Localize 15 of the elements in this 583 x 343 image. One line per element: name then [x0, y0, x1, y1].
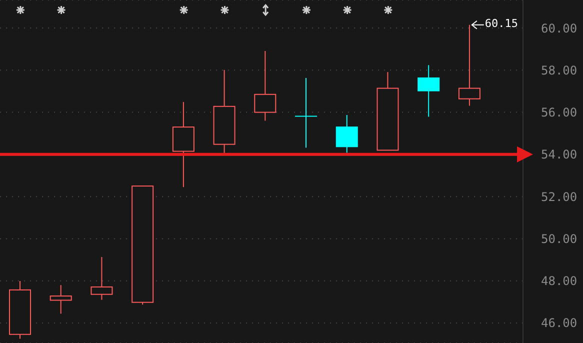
- candlestick: [418, 64, 440, 118]
- y-tick-label: 48.00: [541, 274, 578, 288]
- y-tick-label: 46.00: [541, 316, 578, 330]
- y-tick-label: 58.00: [541, 63, 578, 78]
- candlestick: [294, 77, 318, 148]
- y-tick-label: 60.00: [541, 21, 578, 36]
- candlestick: [90, 256, 113, 300]
- annotation: 60.15: [484, 16, 518, 30]
- candlestick: [50, 284, 72, 314]
- y-tick-label: 56.00: [541, 106, 578, 120]
- candlestick: [254, 50, 276, 122]
- y-tick-label: 54.00: [541, 148, 578, 162]
- y-tick-label: 52.00: [541, 190, 578, 204]
- y-tick-label: 50.00: [541, 232, 578, 246]
- candlestick: [336, 114, 358, 154]
